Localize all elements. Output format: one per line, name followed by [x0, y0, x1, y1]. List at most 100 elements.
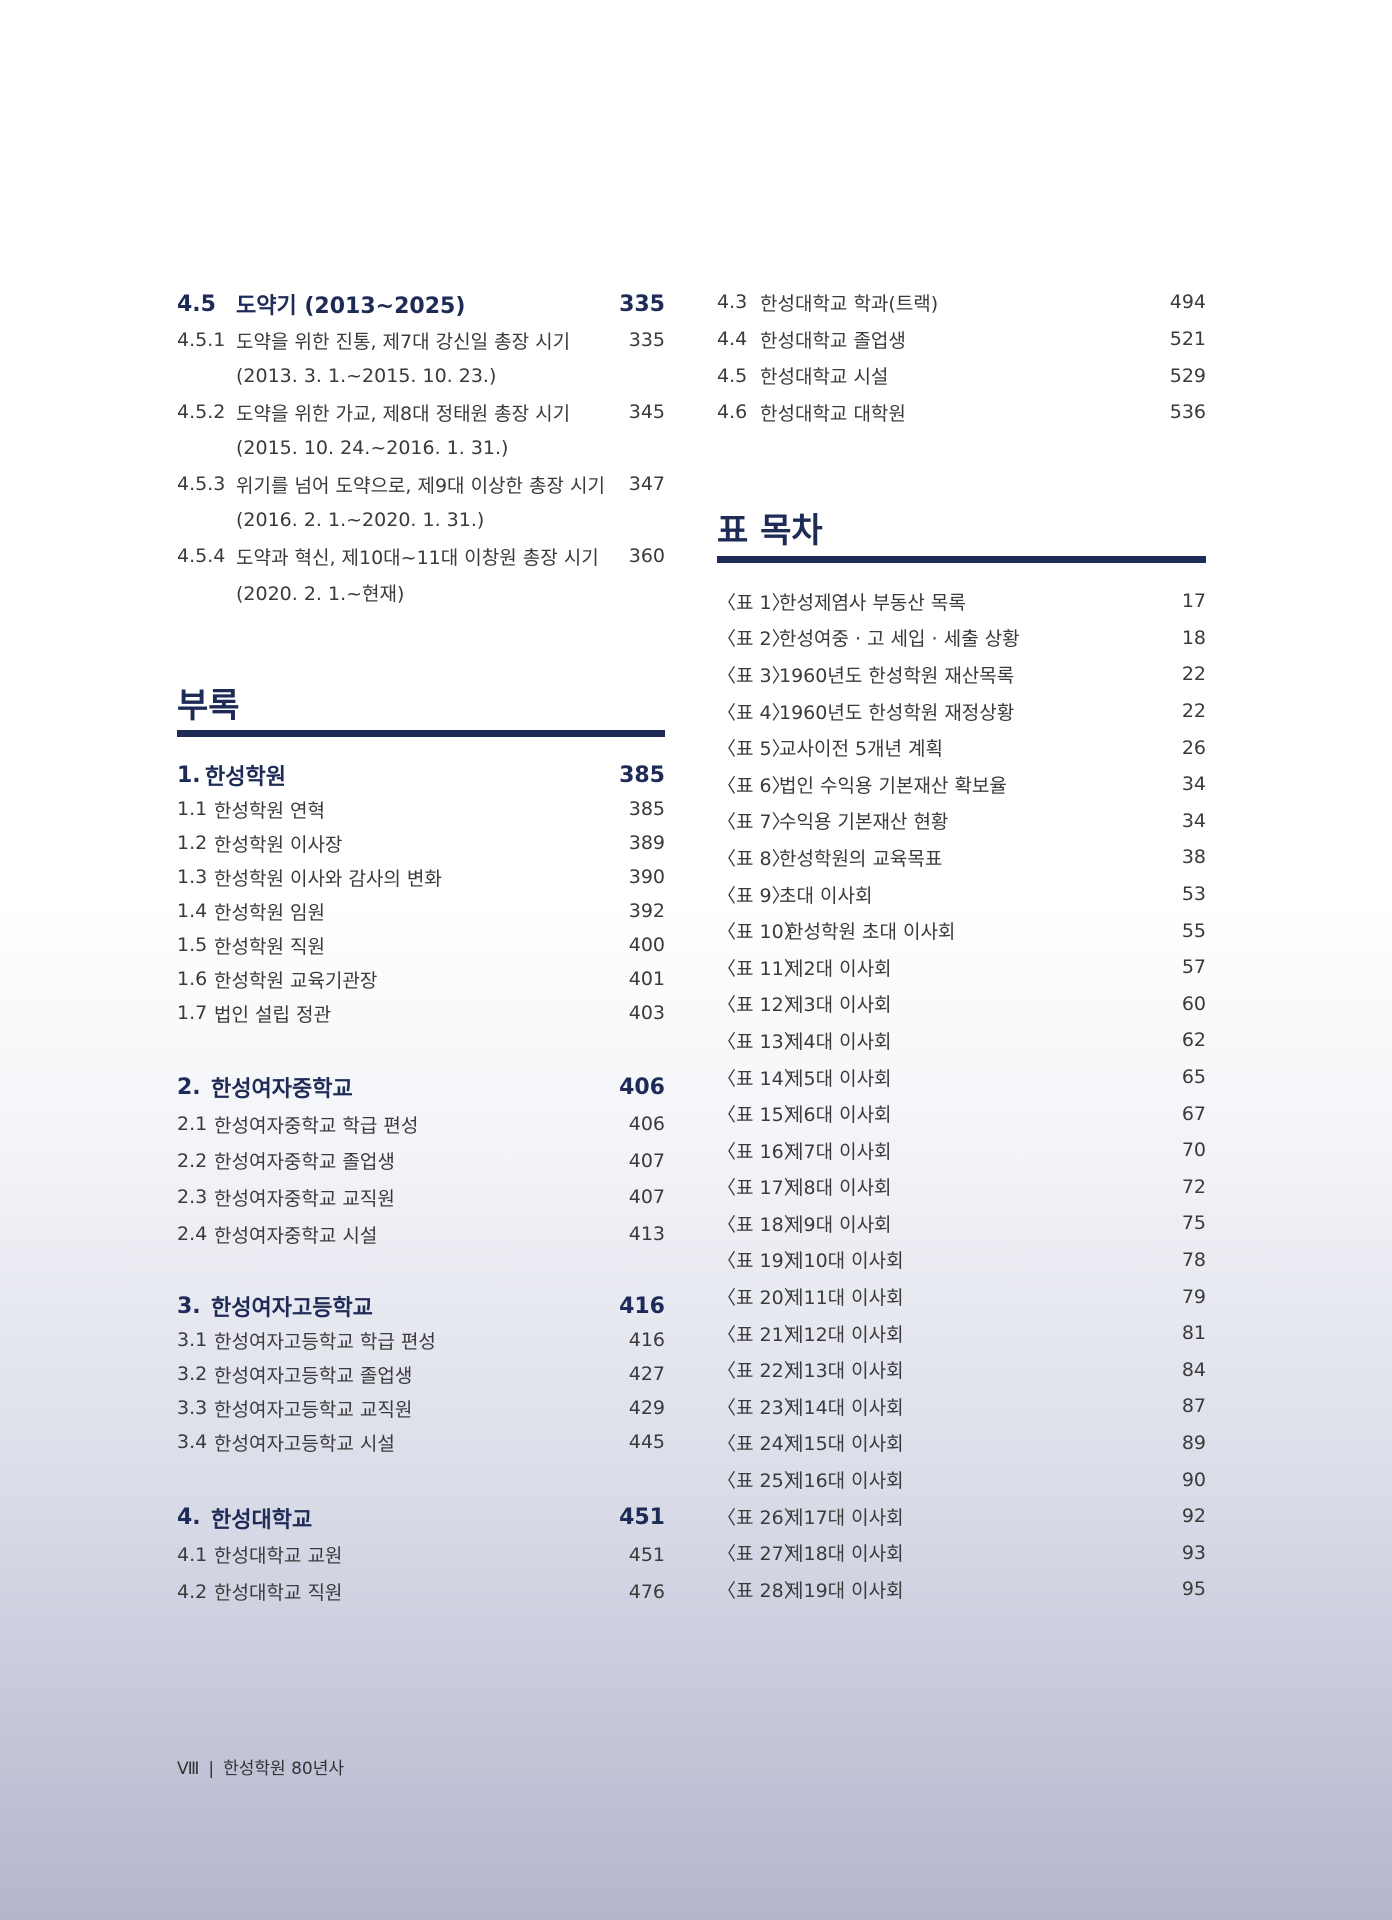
toc-entry[interactable]: 1.6 한성학원 교육기관장 401: [177, 962, 665, 996]
toc-group-1: 1. 한성학원 385 1.1 한성학원 연혁 385 1.2 한성학원 이사장 389 1.3 한…: [177, 758, 665, 1030]
toc-entry[interactable]: 〈표 1〉 한성제염사 부동산 목록 17: [717, 583, 1206, 620]
entry-title: 제14대 이사회: [786, 1396, 904, 1419]
toc-entry[interactable]: 〈표 13〉 제4대 이사회 62: [717, 1022, 1206, 1059]
toc-entry[interactable]: 1.1 한성학원 연혁 385: [177, 792, 665, 826]
toc-heading[interactable]: 1. 한성학원 385: [177, 758, 665, 792]
toc-group-2: 2. 한성여자중학교 406 2.1 한성여자중학교 학급 편성 406 2.2 한성여자중학…: [177, 1069, 665, 1252]
toc-heading[interactable]: 4.5 도약기 (2013~2025) 335: [177, 286, 665, 322]
entry-title: 한성여자중학교 교직원: [214, 1187, 395, 1210]
entry-page: 476: [628, 1580, 665, 1603]
toc-entry[interactable]: 4.5.3 위기를 넘어 도약으로, 제9대 이상한 총장 시기 347: [177, 466, 665, 502]
page-number: Ⅷ: [177, 1759, 200, 1779]
entry-number: 〈표 15〉: [717, 1104, 803, 1127]
toc-heading[interactable]: 2. 한성여자중학교 406: [177, 1069, 665, 1106]
toc-entry[interactable]: 〈표 24〉 제15대 이사회 89: [717, 1425, 1206, 1462]
entry-title: 제5대 이사회: [786, 1067, 892, 1090]
toc-entry[interactable]: 〈표 11〉 제2대 이사회 57: [717, 949, 1206, 986]
toc-entry[interactable]: 〈표 4〉 1960년도 한성학원 재정상황 22: [717, 693, 1206, 730]
toc-entry[interactable]: 1.3 한성학원 이사와 감사의 변화 390: [177, 860, 665, 894]
entry-number: 4.5.2: [177, 401, 226, 423]
entry-title: 제18대 이사회: [786, 1543, 904, 1566]
toc-entry[interactable]: 〈표 27〉 제18대 이사회 93: [717, 1534, 1206, 1571]
toc-entry[interactable]: 4.3 한성대학교 학과(트랙) 494: [717, 284, 1206, 321]
toc-entry[interactable]: 〈표 12〉 제3대 이사회 60: [717, 986, 1206, 1023]
toc-entry[interactable]: 〈표 18〉 제9대 이사회 75: [717, 1205, 1206, 1242]
entry-number: 〈표 12〉: [717, 994, 803, 1017]
entry-number: 〈표 18〉: [717, 1213, 803, 1236]
entry-page: 79: [1181, 1285, 1206, 1308]
toc-entry[interactable]: 4.2 한성대학교 직원 476: [177, 1573, 665, 1610]
toc-section-4-5: 4.5 도약기 (2013~2025) 335 4.5.1 도약을 위한 진통, 제7대…: [177, 286, 665, 610]
toc-entry[interactable]: 4.6 한성대학교 대학원 536: [717, 394, 1206, 431]
toc-entry[interactable]: 〈표 22〉 제13대 이사회 84: [717, 1351, 1206, 1388]
entry-number: 〈표 25〉: [717, 1470, 803, 1493]
entry-number: 4.5.4: [177, 545, 226, 567]
toc-entry[interactable]: 〈표 26〉 제17대 이사회 92: [717, 1498, 1206, 1535]
entry-title: 한성학원 이사장: [214, 833, 343, 856]
toc-entry[interactable]: 4.1 한성대학교 교원 451: [177, 1536, 665, 1573]
toc-entry[interactable]: 3.3 한성여자고등학교 교직원 429: [177, 1391, 665, 1425]
toc-entry[interactable]: 2.3 한성여자중학교 교직원 407: [177, 1179, 665, 1216]
toc-entry[interactable]: 3.2 한성여자고등학교 졸업생 427: [177, 1357, 665, 1391]
tables-rule: [717, 556, 1206, 563]
entry-title: 도약을 위한 진통, 제7대 강신일 총장 시기: [236, 330, 571, 353]
entry-page: 67: [1181, 1102, 1206, 1125]
entry-page: 400: [628, 934, 665, 956]
toc-entry[interactable]: 〈표 3〉 1960년도 한성학원 재산목록 22: [717, 656, 1206, 693]
entry-title: 제17대 이사회: [786, 1506, 904, 1529]
toc-entry[interactable]: 〈표 9〉 초대 이사회 53: [717, 876, 1206, 913]
entry-number: 〈표 17〉: [717, 1177, 803, 1200]
toc-entry[interactable]: 4.4 한성대학교 졸업생 521: [717, 321, 1206, 358]
toc-entry[interactable]: 2.4 한성여자중학교 시설 413: [177, 1216, 665, 1253]
entry-number: 4.5: [177, 291, 216, 317]
entry-title: 한성대학교 대학원: [760, 402, 906, 425]
toc-entry[interactable]: 〈표 8〉 한성학원의 교육목표 38: [717, 839, 1206, 876]
toc-entry[interactable]: 〈표 15〉 제6대 이사회 67: [717, 1095, 1206, 1132]
toc-entry[interactable]: 4.5.1 도약을 위한 진통, 제7대 강신일 총장 시기 335: [177, 322, 665, 358]
toc-entry[interactable]: 〈표 5〉 교사이전 5개년 계획 26: [717, 729, 1206, 766]
entry-title: 한성학원 직원: [214, 935, 325, 958]
entry-page: 22: [1181, 700, 1206, 723]
toc-entry[interactable]: 〈표 21〉 제12대 이사회 81: [717, 1315, 1206, 1352]
toc-entry[interactable]: 2.2 한성여자중학교 졸업생 407: [177, 1142, 665, 1179]
entry-page: 55: [1181, 919, 1206, 942]
tables-title: 표 목차: [717, 511, 823, 551]
entry-number: 3.2: [177, 1363, 208, 1385]
toc-entry[interactable]: 〈표 2〉 한성여중 · 고 세입 · 세출 상황 18: [717, 620, 1206, 657]
toc-entry[interactable]: 〈표 23〉 제14대 이사회 87: [717, 1388, 1206, 1425]
toc-heading[interactable]: 3. 한성여자고등학교 416: [177, 1289, 665, 1323]
toc-entry[interactable]: 〈표 10〉 한성학원 초대 이사회 55: [717, 912, 1206, 949]
entry-page: 392: [628, 900, 665, 922]
entry-title: 한성대학교 직원: [214, 1582, 343, 1604]
toc-entry[interactable]: 1.4 한성학원 임원 392: [177, 894, 665, 928]
toc-entry[interactable]: 〈표 14〉 제5대 이사회 65: [717, 1059, 1206, 1096]
entry-title: 제6대 이사회: [786, 1104, 892, 1127]
toc-entry[interactable]: 1.5 한성학원 직원 400: [177, 928, 665, 962]
entry-number: 1.4: [177, 900, 208, 922]
entry-number: 4.1: [177, 1543, 208, 1566]
toc-entry[interactable]: 〈표 17〉 제8대 이사회 72: [717, 1169, 1206, 1206]
toc-entry[interactable]: 4.5.4 도약과 혁신, 제10대~11대 이창원 총장 시기 360: [177, 538, 665, 574]
toc-entry[interactable]: 4.5 한성대학교 시설 529: [717, 357, 1206, 394]
toc-heading[interactable]: 4. 한성대학교 451: [177, 1499, 665, 1536]
toc-entry[interactable]: 〈표 19〉 제10대 이사회 78: [717, 1242, 1206, 1279]
toc-entry[interactable]: 〈표 25〉 제16대 이사회 90: [717, 1461, 1206, 1498]
entry-page: 72: [1181, 1175, 1206, 1198]
toc-entry[interactable]: 〈표 6〉 법인 수익용 기본재산 확보율 34: [717, 766, 1206, 803]
toc-entry[interactable]: 4.5.2 도약을 위한 가교, 제8대 정태원 총장 시기 345: [177, 394, 665, 430]
toc-entry[interactable]: 3.1 한성여자고등학교 학급 편성 416: [177, 1323, 665, 1357]
toc-entry[interactable]: 1.2 한성학원 이사장 389: [177, 826, 665, 860]
toc-entry[interactable]: 〈표 28〉 제19대 이사회 95: [717, 1571, 1206, 1608]
toc-entry[interactable]: 1.7 법인 설립 정관 403: [177, 996, 665, 1030]
entry-number: 1.1: [177, 798, 208, 820]
entry-page: 401: [628, 968, 665, 990]
toc-entry[interactable]: 3.4 한성여자고등학교 시설 445: [177, 1425, 665, 1459]
entry-page: 65: [1181, 1066, 1206, 1089]
entry-title: 1960년도 한성학원 재정상황: [779, 701, 1015, 724]
entry-page: 38: [1181, 846, 1206, 869]
toc-entry[interactable]: 〈표 7〉 수익용 기본재산 현황 34: [717, 803, 1206, 840]
toc-entry[interactable]: 〈표 20〉 제11대 이사회 79: [717, 1278, 1206, 1315]
toc-entry[interactable]: 2.1 한성여자중학교 학급 편성 406: [177, 1106, 665, 1143]
toc-entry[interactable]: 〈표 16〉 제7대 이사회 70: [717, 1132, 1206, 1169]
entry-number: 4.5: [717, 364, 748, 387]
